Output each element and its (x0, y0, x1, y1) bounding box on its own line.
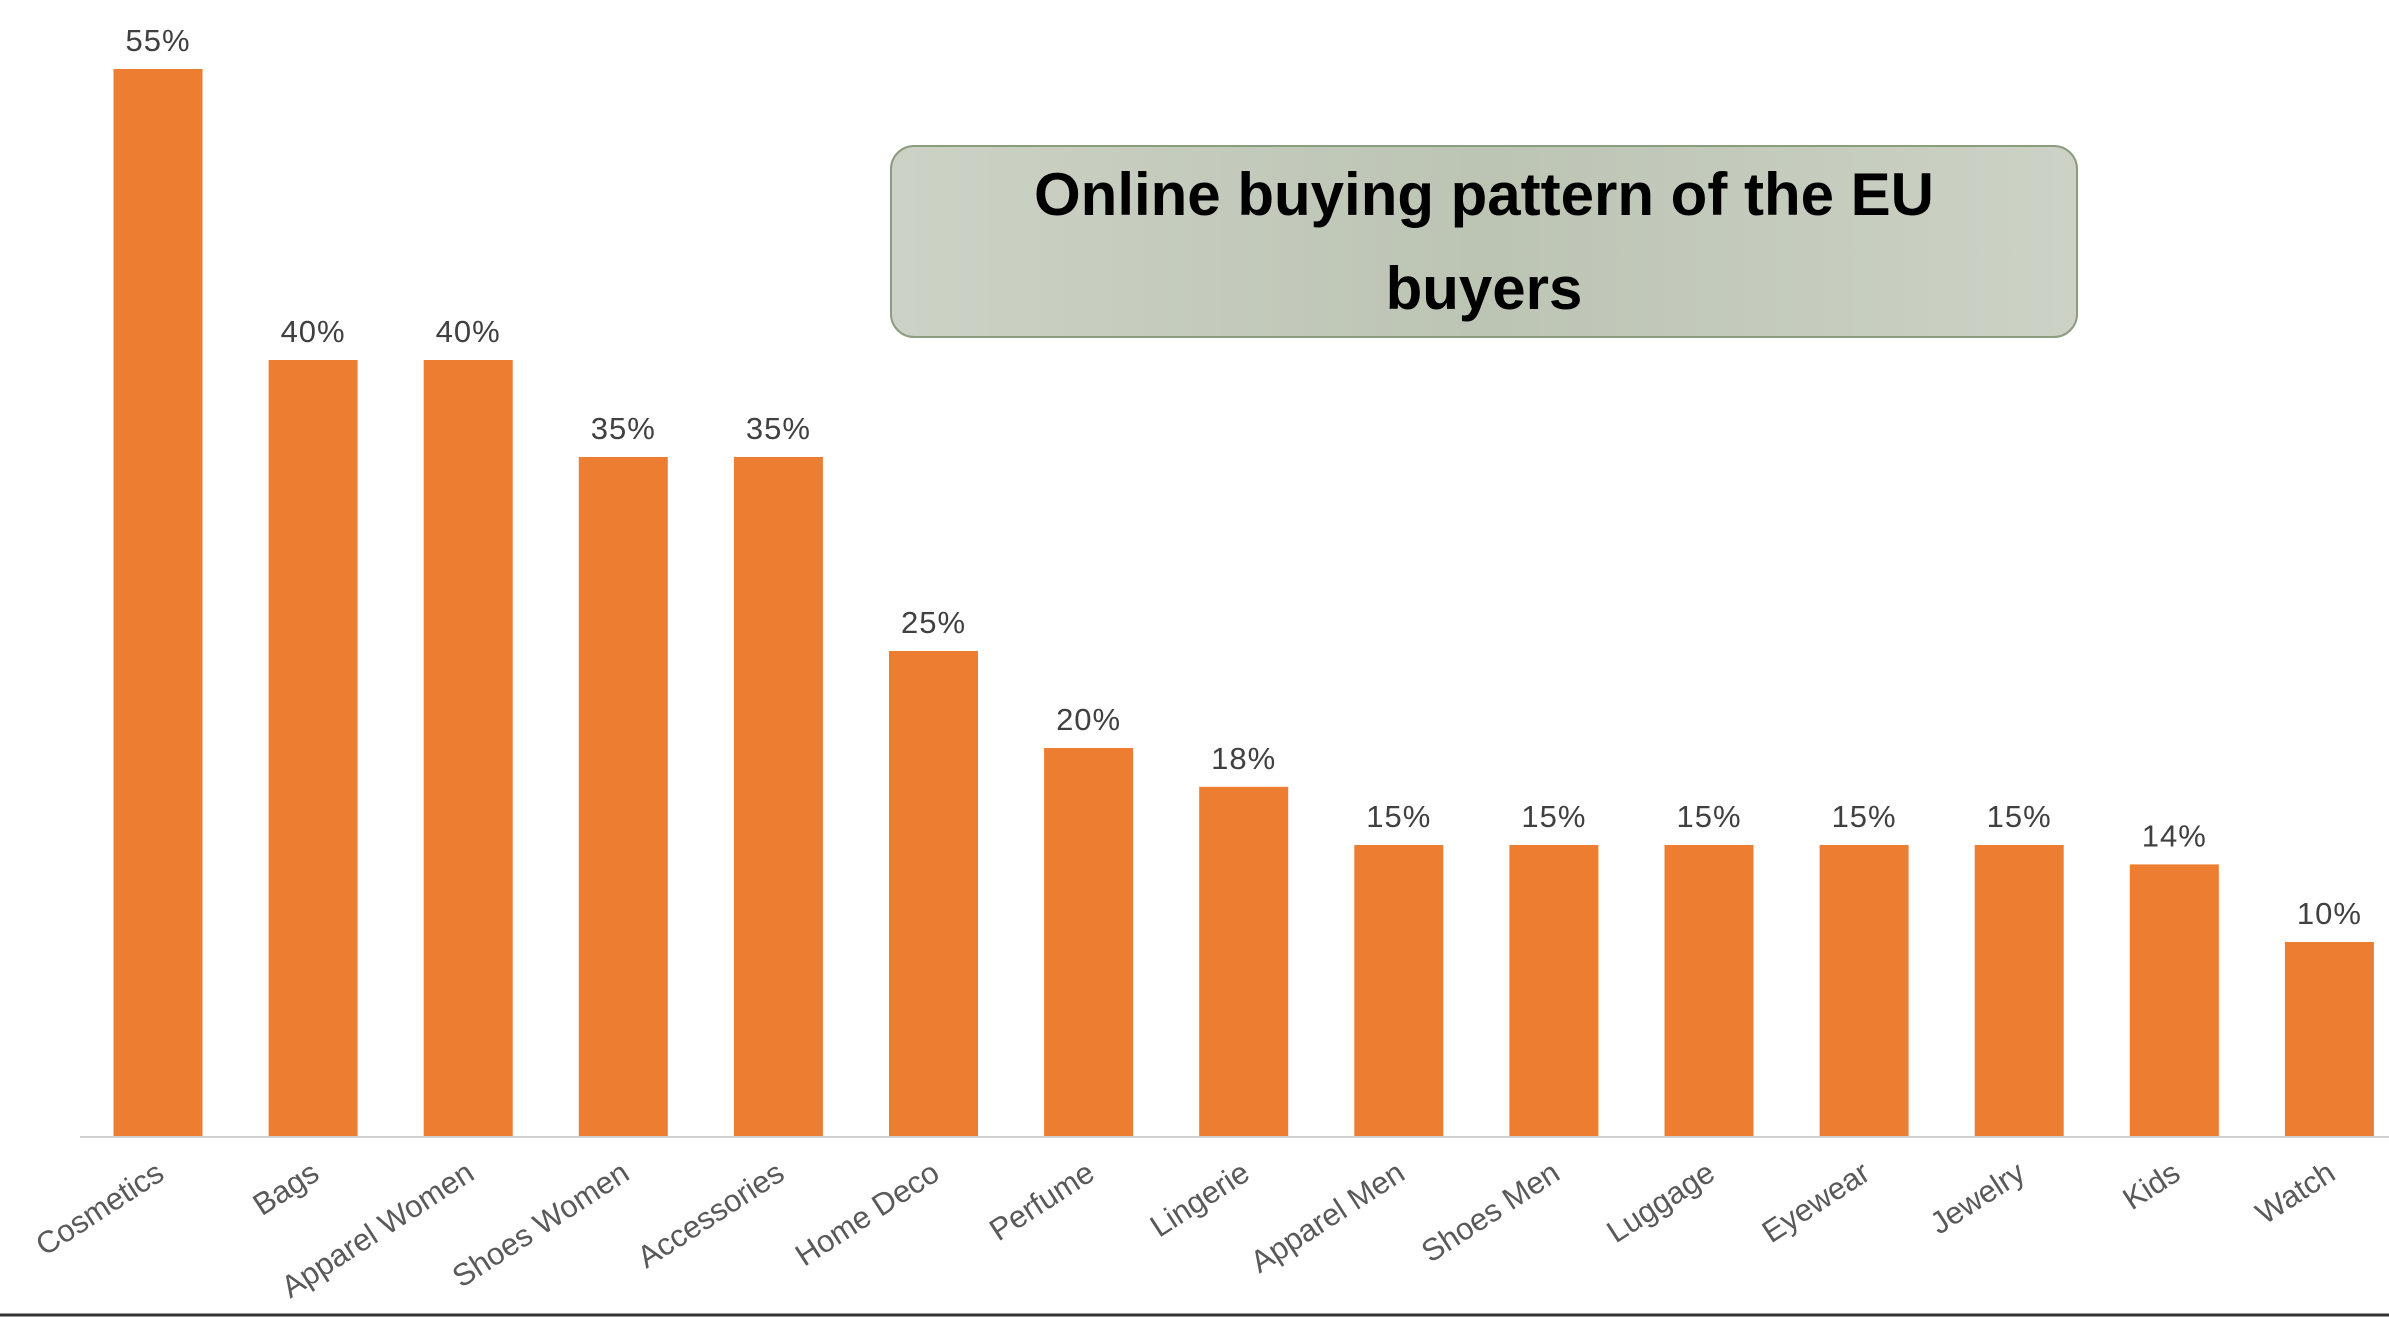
x-tick-label: Luggage (1601, 1155, 1721, 1250)
x-tick-label: Lingerie (1144, 1155, 1256, 1244)
x-tick-label: Kids (2116, 1155, 2186, 1217)
value-label: 15% (1676, 799, 1741, 834)
bar (1354, 845, 1444, 1136)
bar (2284, 942, 2374, 1136)
x-tick-label: Watch (2249, 1155, 2341, 1232)
bar (1509, 845, 1599, 1136)
x-tick-label: Accessories (631, 1155, 790, 1275)
x-tick-label: Cosmetics (29, 1155, 169, 1263)
value-label: 35% (591, 411, 656, 446)
x-tick-label: Shoes Men (1415, 1155, 1566, 1270)
value-label: 25% (901, 605, 966, 640)
value-label: 40% (281, 314, 346, 349)
chart-title: Online buying pattern of the EU buyers (1034, 160, 1934, 322)
value-label: 40% (436, 314, 501, 349)
x-tick-label: Apparel Men (1244, 1155, 1410, 1280)
x-tick-label: Eyewear (1756, 1155, 1876, 1250)
bar (733, 457, 823, 1136)
value-label: 18% (1211, 741, 1276, 776)
bar (889, 651, 978, 1136)
value-label: 10% (2297, 896, 2362, 931)
bar (1819, 845, 1909, 1136)
bar (113, 69, 203, 1136)
value-label: 15% (1987, 799, 2052, 834)
value-label: 35% (746, 411, 811, 446)
value-label: 14% (2142, 818, 2207, 853)
title-box: Online buying pattern of the EU buyers (890, 145, 2078, 338)
value-label: 15% (1521, 799, 1586, 834)
bar (1974, 845, 2064, 1136)
bar (1664, 845, 1754, 1136)
value-label: 55% (125, 23, 190, 58)
value-label: 20% (1056, 702, 1121, 737)
bar (423, 360, 513, 1136)
value-label: 15% (1366, 799, 1431, 834)
bar (2129, 864, 2219, 1136)
x-tick-label: Home Deco (789, 1155, 945, 1274)
x-tick-label: Jewelry (1924, 1154, 2032, 1241)
bar (578, 457, 668, 1136)
bar (1199, 786, 1289, 1136)
value-label: 15% (1832, 799, 1897, 834)
bar (1044, 748, 1134, 1136)
x-tick-label: Bags (247, 1155, 325, 1223)
bar (268, 360, 358, 1136)
x-tick-label: Perfume (983, 1155, 1100, 1248)
